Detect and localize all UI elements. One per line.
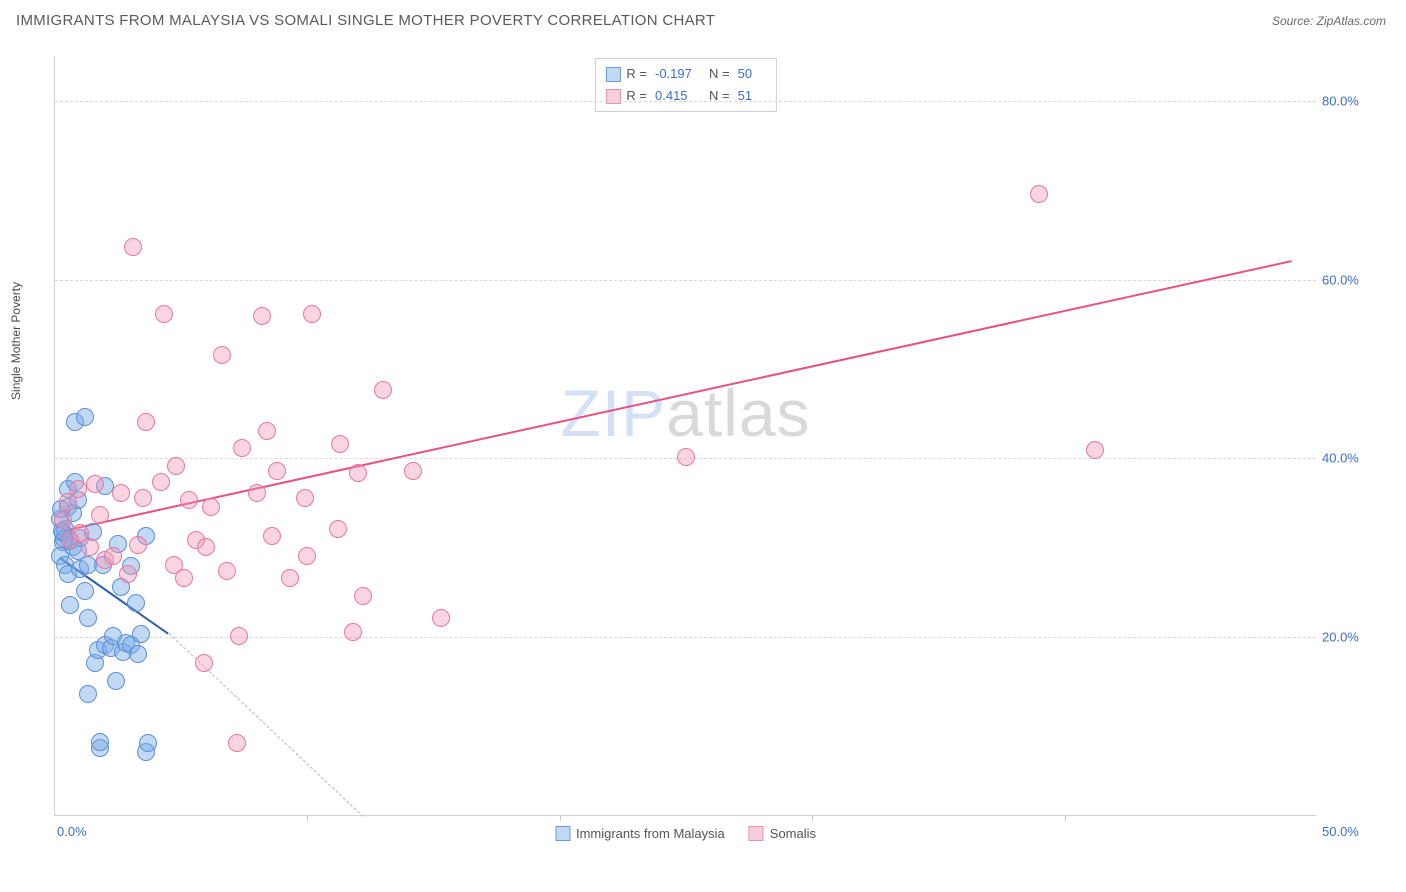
correlation-chart: Single Mother Poverty ZIPatlas R = -0.19… [40, 48, 1390, 856]
data-point-somalis [344, 623, 362, 641]
watermark-zip: ZIP [560, 376, 666, 450]
data-point-somalis [253, 307, 271, 325]
y-tick-label: 20.0% [1322, 630, 1382, 645]
legend-item-malaysia: Immigrants from Malaysia [555, 826, 725, 841]
data-point-somalis [432, 609, 450, 627]
data-point-somalis [152, 473, 170, 491]
data-point-somalis [296, 489, 314, 507]
swatch-blue-icon [555, 826, 570, 841]
watermark-atlas: atlas [666, 376, 810, 450]
legend-stats-row-somalis: R = 0.415 N = 51 [605, 85, 765, 107]
data-point-somalis [213, 346, 231, 364]
data-point-malaysia [132, 625, 150, 643]
data-point-somalis [112, 484, 130, 502]
page-title: IMMIGRANTS FROM MALAYSIA VS SOMALI SINGL… [16, 12, 715, 29]
data-point-somalis [71, 524, 89, 542]
data-point-somalis [248, 484, 266, 502]
data-point-somalis [268, 462, 286, 480]
x-tick-mark [307, 815, 308, 821]
r-label: R = [626, 85, 647, 107]
data-point-somalis [69, 480, 87, 498]
trend-line [62, 260, 1292, 532]
swatch-blue-icon [605, 67, 620, 82]
data-point-somalis [91, 506, 109, 524]
data-point-somalis [228, 734, 246, 752]
plot-area: ZIPatlas R = -0.197 N = 50 R = 0.415 N =… [54, 56, 1316, 816]
data-point-malaysia [76, 582, 94, 600]
data-point-somalis [218, 562, 236, 580]
data-point-somalis [202, 498, 220, 516]
data-point-somalis [54, 511, 72, 529]
data-point-somalis [180, 491, 198, 509]
y-tick-label: 80.0% [1322, 93, 1382, 108]
data-point-somalis [233, 439, 251, 457]
data-point-somalis [1030, 185, 1048, 203]
x-axis-origin-label: 0.0% [57, 824, 87, 839]
y-tick-label: 60.0% [1322, 272, 1382, 287]
legend-label-malaysia: Immigrants from Malaysia [576, 826, 725, 841]
data-point-malaysia [91, 733, 109, 751]
x-tick-mark [560, 815, 561, 821]
x-tick-mark [1065, 815, 1066, 821]
data-point-malaysia [76, 408, 94, 426]
data-point-somalis [404, 462, 422, 480]
y-tick-label: 40.0% [1322, 451, 1382, 466]
legend-label-somalis: Somalis [770, 826, 816, 841]
data-point-somalis [175, 569, 193, 587]
n-value-somalis: 51 [738, 85, 766, 107]
legend-stats-row-malaysia: R = -0.197 N = 50 [605, 63, 765, 85]
r-label: R = [626, 63, 647, 85]
data-point-somalis [263, 527, 281, 545]
legend-series: Immigrants from Malaysia Somalis [555, 826, 816, 841]
data-point-somalis [104, 547, 122, 565]
data-point-somalis [1086, 441, 1104, 459]
data-point-somalis [329, 520, 347, 538]
data-point-somalis [137, 413, 155, 431]
source-label: Source: ZipAtlas.com [1272, 14, 1386, 28]
data-point-somalis [677, 448, 695, 466]
data-point-somalis [258, 422, 276, 440]
x-tick-mark [812, 815, 813, 821]
swatch-pink-icon [749, 826, 764, 841]
data-point-somalis [155, 305, 173, 323]
x-axis-end-label: 50.0% [1322, 824, 1382, 839]
data-point-malaysia [107, 672, 125, 690]
n-label: N = [709, 63, 730, 85]
data-point-somalis [303, 305, 321, 323]
data-point-malaysia [79, 609, 97, 627]
data-point-somalis [119, 565, 137, 583]
data-point-malaysia [139, 734, 157, 752]
data-point-somalis [124, 238, 142, 256]
data-point-malaysia [61, 596, 79, 614]
legend-item-somalis: Somalis [749, 826, 816, 841]
data-point-somalis [298, 547, 316, 565]
data-point-malaysia [127, 594, 145, 612]
n-label: N = [709, 85, 730, 107]
n-value-malaysia: 50 [738, 63, 766, 85]
gridline [55, 280, 1316, 281]
data-point-somalis [195, 654, 213, 672]
data-point-malaysia [129, 645, 147, 663]
data-point-malaysia [79, 685, 97, 703]
data-point-somalis [349, 464, 367, 482]
data-point-somalis [134, 489, 152, 507]
data-point-somalis [230, 627, 248, 645]
r-value-malaysia: -0.197 [655, 63, 703, 85]
data-point-somalis [374, 381, 392, 399]
data-point-somalis [281, 569, 299, 587]
gridline [55, 101, 1316, 102]
data-point-somalis [129, 536, 147, 554]
data-point-somalis [331, 435, 349, 453]
r-value-somalis: 0.415 [655, 85, 703, 107]
y-axis-label: Single Mother Poverty [9, 282, 23, 400]
legend-stats: R = -0.197 N = 50 R = 0.415 N = 51 [594, 58, 776, 112]
data-point-somalis [167, 457, 185, 475]
data-point-somalis [86, 475, 104, 493]
data-point-somalis [354, 587, 372, 605]
data-point-somalis [197, 538, 215, 556]
